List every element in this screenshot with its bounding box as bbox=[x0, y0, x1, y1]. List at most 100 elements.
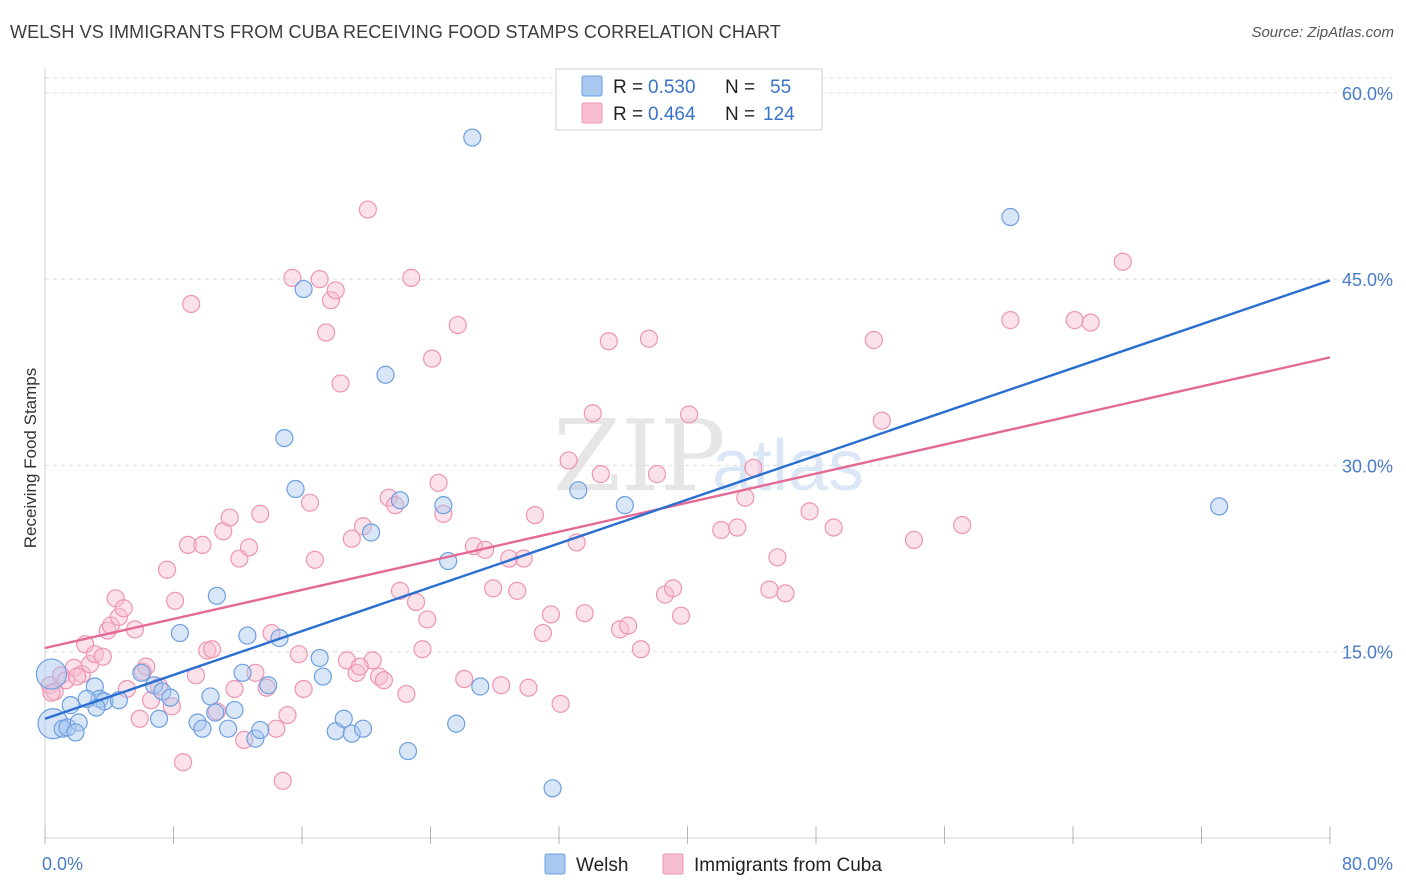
cuba-point bbox=[220, 508, 239, 527]
legend-welsh-r-label: R = bbox=[613, 77, 643, 98]
cuba-point bbox=[225, 679, 244, 699]
welsh-point bbox=[353, 719, 373, 738]
welsh-point bbox=[66, 723, 85, 742]
cuba-point bbox=[300, 493, 320, 512]
cuba-point bbox=[114, 599, 133, 618]
welsh-point bbox=[259, 676, 278, 695]
y-tick-label: 60.0% bbox=[1342, 84, 1393, 104]
cuba-point bbox=[599, 332, 618, 351]
welsh-point bbox=[233, 663, 252, 682]
cuba-point bbox=[448, 315, 467, 335]
welsh-point bbox=[334, 709, 353, 728]
cuba-trend-line bbox=[44, 356, 1331, 650]
cuba-point bbox=[267, 719, 286, 738]
cuba-point bbox=[321, 291, 341, 310]
cuba-point bbox=[618, 616, 638, 635]
welsh-point bbox=[447, 714, 466, 733]
cuba-point bbox=[484, 579, 503, 598]
cuba-point bbox=[559, 451, 578, 470]
welsh-point bbox=[286, 479, 305, 499]
cuba-point bbox=[525, 505, 545, 525]
legend-cuba-n-label: N = bbox=[725, 104, 755, 125]
welsh-point bbox=[207, 586, 226, 605]
cuba-point bbox=[305, 550, 324, 569]
legend-welsh-swatch bbox=[581, 75, 603, 97]
legend-cuba-r-value: 0.464 bbox=[648, 104, 696, 125]
chart-source: Source: ZipAtlas.com bbox=[1251, 24, 1394, 41]
axes bbox=[44, 68, 1331, 844]
x-tick-label-min: 0.0% bbox=[42, 854, 83, 874]
welsh-point bbox=[361, 523, 381, 542]
welsh-point bbox=[246, 729, 265, 748]
cuba-point bbox=[680, 405, 699, 424]
cuba-point bbox=[166, 591, 185, 610]
cuba-point bbox=[583, 404, 602, 423]
legend-welsh-n-label: N = bbox=[725, 77, 755, 98]
cuba-point bbox=[872, 411, 891, 430]
y-axis-label: Receiving Food Stamps bbox=[21, 368, 40, 548]
cuba-point bbox=[202, 640, 222, 659]
cuba-point bbox=[137, 657, 156, 676]
welsh-point bbox=[149, 709, 169, 728]
cuba-point bbox=[1113, 252, 1132, 271]
cuba-point bbox=[455, 669, 474, 689]
cuba-point bbox=[824, 518, 843, 537]
cuba-point bbox=[331, 374, 350, 393]
cuba-point bbox=[246, 663, 265, 682]
cuba-point bbox=[591, 465, 610, 484]
cuba-point bbox=[316, 323, 336, 342]
cuba-point bbox=[239, 538, 259, 557]
bottom-legend-welsh-swatch bbox=[544, 853, 566, 875]
cuba-point bbox=[294, 679, 313, 699]
welsh-point bbox=[310, 648, 329, 668]
cuba-point bbox=[193, 535, 212, 555]
welsh-point bbox=[313, 667, 332, 686]
cuba-point bbox=[760, 580, 779, 599]
welsh-point bbox=[188, 713, 207, 732]
chart-title: WELSH VS IMMIGRANTS FROM CUBA RECEIVING … bbox=[10, 22, 781, 42]
cuba-point bbox=[631, 640, 651, 659]
welsh-point bbox=[35, 658, 68, 690]
cuba-point bbox=[174, 753, 193, 772]
welsh-point bbox=[1210, 497, 1229, 516]
cuba-point bbox=[273, 771, 292, 790]
cuba-point bbox=[492, 676, 511, 695]
welsh-point bbox=[471, 677, 490, 696]
cuba-point bbox=[326, 281, 345, 300]
y-tick-label: 30.0% bbox=[1342, 456, 1393, 476]
cuba-point bbox=[663, 579, 683, 598]
cuba-point bbox=[800, 502, 819, 521]
cuba-point bbox=[397, 684, 416, 704]
cuba-point bbox=[93, 647, 112, 666]
cuba-points bbox=[40, 200, 1132, 790]
welsh-point bbox=[193, 719, 212, 738]
cuba-point bbox=[712, 520, 731, 540]
welsh-point bbox=[390, 491, 410, 510]
cuba-point bbox=[904, 530, 924, 550]
welsh-point bbox=[206, 703, 225, 722]
legend-welsh-n-value: 55 bbox=[770, 77, 791, 98]
cuba-point bbox=[429, 473, 448, 492]
welsh-point bbox=[434, 496, 453, 515]
welsh-point bbox=[342, 724, 361, 743]
legend-cuba-n-value: 124 bbox=[763, 104, 795, 125]
cuba-point bbox=[1065, 311, 1084, 330]
welsh-points bbox=[35, 128, 1229, 798]
legend-welsh-r-value: 0.530 bbox=[648, 77, 696, 98]
legend-cuba-swatch bbox=[581, 102, 603, 124]
welsh-point bbox=[170, 623, 190, 643]
welsh-point bbox=[275, 428, 294, 448]
cuba-point bbox=[251, 504, 270, 523]
cuba-point bbox=[68, 667, 87, 686]
welsh-point bbox=[225, 700, 244, 720]
cuba-point bbox=[418, 610, 437, 629]
y-tick-label: 15.0% bbox=[1342, 643, 1393, 663]
cuba-point bbox=[533, 623, 553, 643]
bottom-legend-cuba-label: Immigrants from Cuba bbox=[694, 855, 882, 876]
welsh-point bbox=[219, 719, 238, 738]
cuba-point bbox=[519, 678, 538, 697]
cuba-point bbox=[671, 606, 691, 625]
welsh-trend-line bbox=[44, 279, 1331, 720]
cuba-point bbox=[508, 581, 527, 600]
cuba-point bbox=[575, 604, 594, 623]
